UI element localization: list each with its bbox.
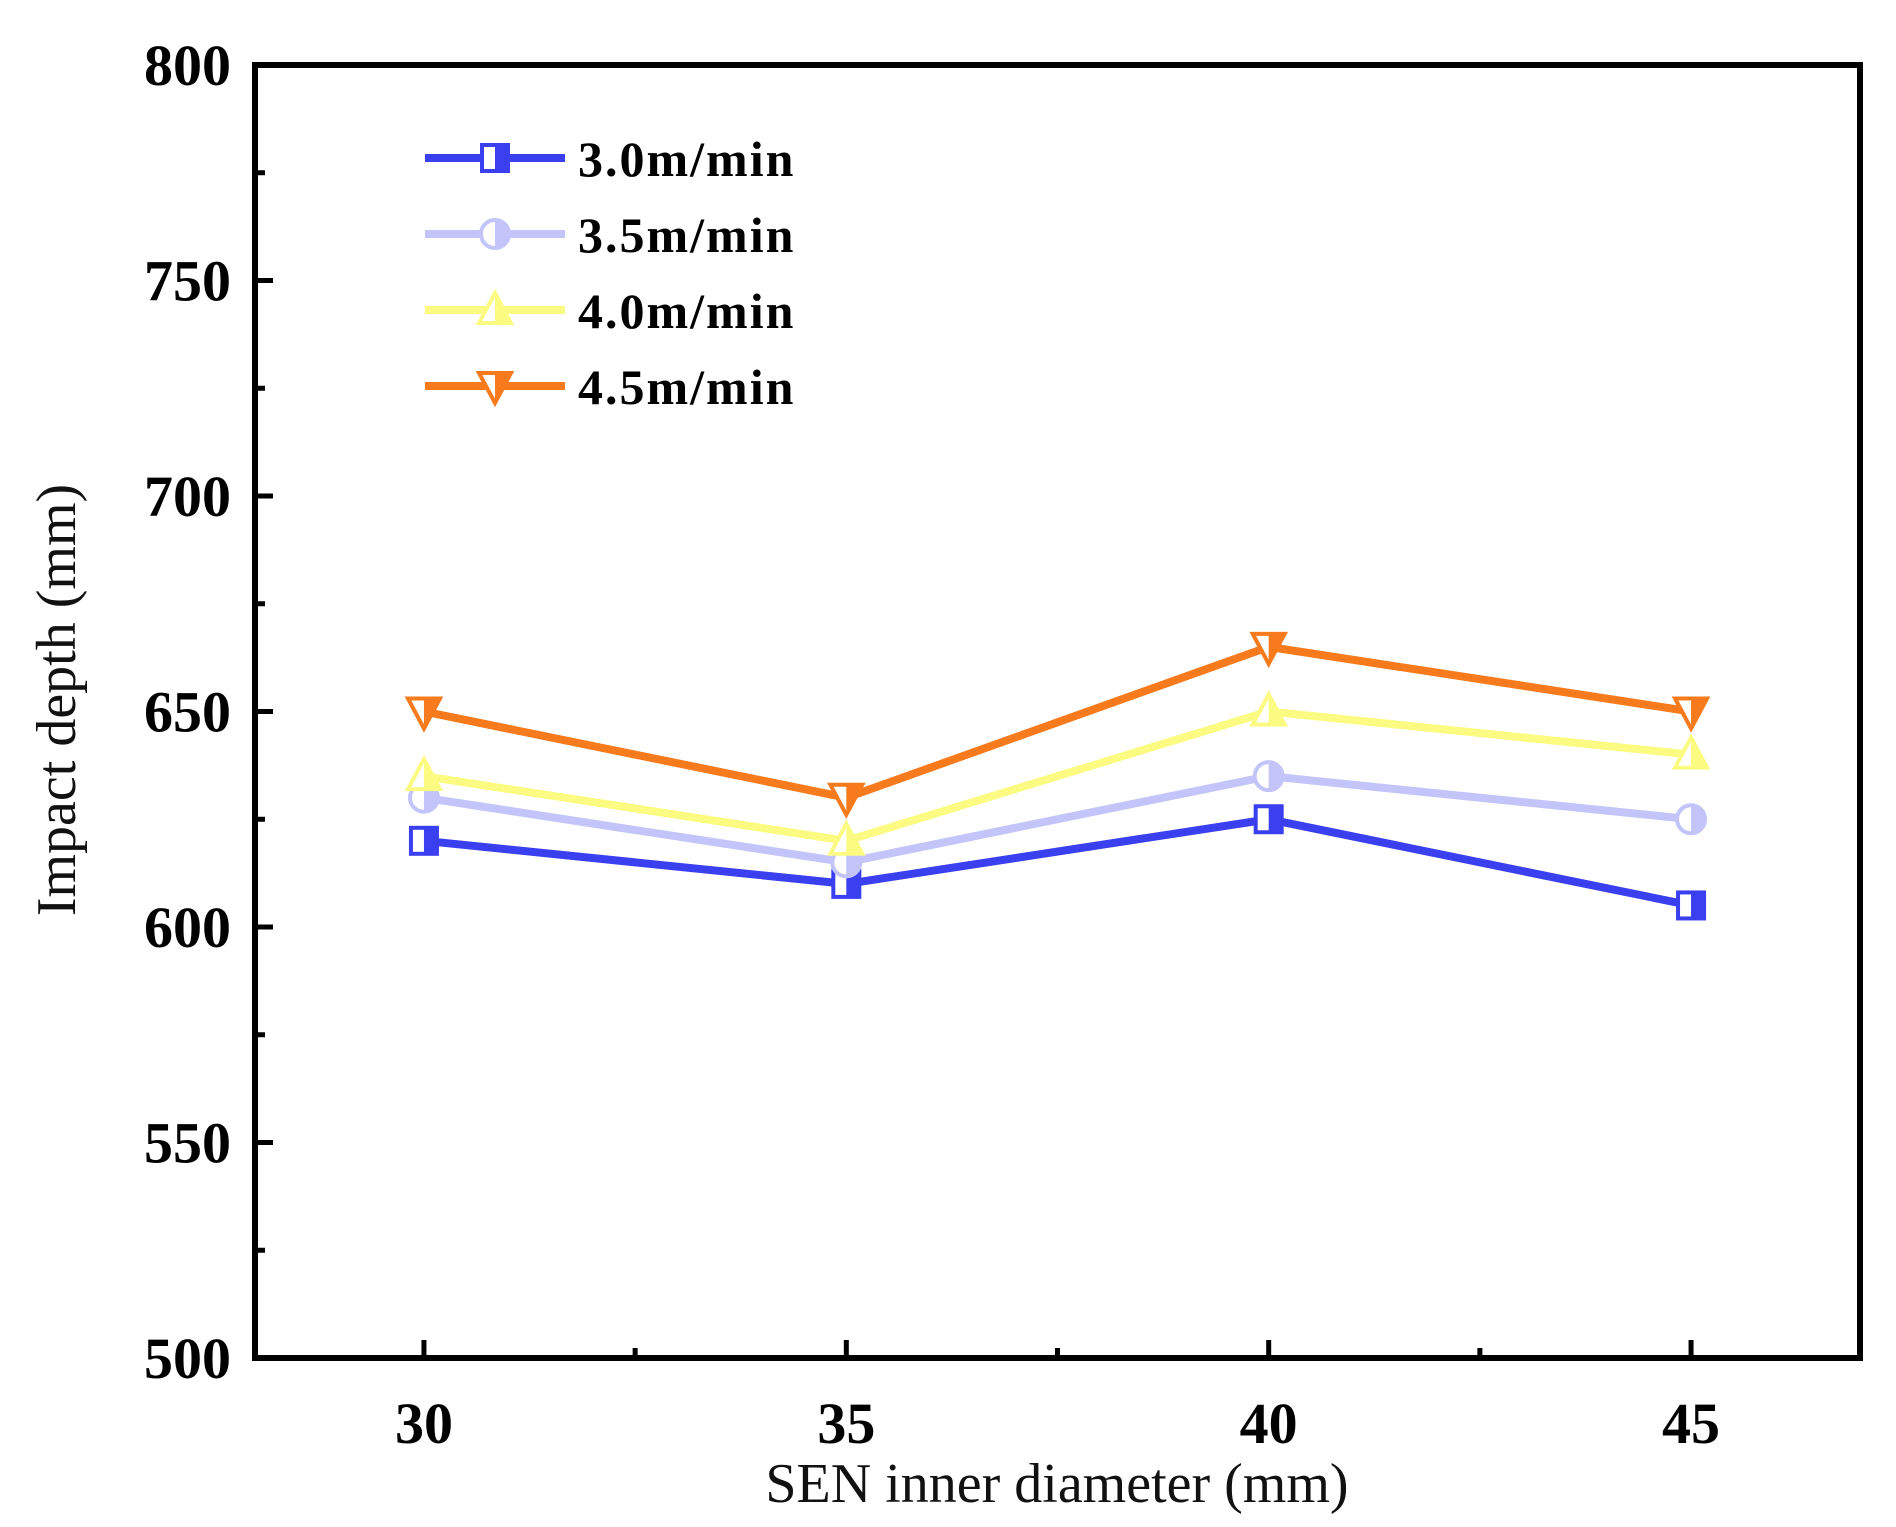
data-point-marker — [475, 371, 515, 408]
data-point-marker — [1252, 760, 1285, 793]
data-point-marker — [404, 696, 444, 733]
legend-label: 3.0m/min — [578, 131, 795, 187]
legend-item: 3.5m/min — [425, 207, 795, 263]
series-line — [423, 707, 1692, 845]
data-point-marker — [1249, 631, 1289, 669]
data-point-marker — [480, 143, 510, 173]
data-point-marker — [1253, 804, 1284, 835]
series-layer — [404, 631, 1711, 921]
series-line — [423, 772, 1692, 867]
data-point-marker — [479, 218, 511, 250]
y-tick-label: 500 — [144, 1326, 231, 1391]
data-point-marker — [1671, 733, 1711, 770]
data-point-marker — [475, 288, 515, 325]
data-point-marker — [826, 819, 866, 856]
y-tick-label: 650 — [144, 680, 231, 745]
x-axis-title: SEN inner diameter (mm) — [765, 1453, 1348, 1515]
data-point-marker — [1675, 803, 1708, 836]
legend-item: 4.0m/min — [425, 283, 795, 339]
data-point-marker — [1249, 690, 1289, 727]
legend-label: 4.0m/min — [578, 283, 795, 339]
x-tick-label: 45 — [1662, 1391, 1720, 1456]
x-axis: 30 35 40 45 — [395, 1340, 1720, 1456]
y-axis: 500 550 600 650 700 750 800 — [144, 33, 273, 1391]
plot-frame — [252, 62, 1863, 1361]
legend-label: 4.5m/min — [578, 359, 795, 415]
x-tick-label: 40 — [1240, 1391, 1298, 1456]
y-tick-label: 600 — [144, 895, 231, 960]
y-tick-label: 550 — [144, 1111, 231, 1176]
x-tick-label: 35 — [817, 1391, 875, 1456]
legend: 3.0m/min 3.5m/min 4.0m/min 4.5m/min — [425, 131, 795, 415]
data-point-marker — [404, 754, 444, 792]
legend-item: 3.0m/min — [425, 131, 795, 187]
y-tick-label: 750 — [144, 249, 231, 314]
y-tick-label: 800 — [144, 33, 231, 98]
legend-label: 3.5m/min — [578, 207, 795, 263]
data-point-marker — [826, 782, 866, 819]
series-line — [423, 642, 1692, 802]
legend-item: 4.5m/min — [425, 359, 795, 415]
x-tick-label: 30 — [395, 1391, 453, 1456]
series-4.5m/min — [404, 631, 1711, 819]
series-4.0m/min — [404, 690, 1711, 856]
data-point-marker — [1671, 696, 1711, 733]
data-point-marker — [1676, 890, 1707, 921]
y-axis-title: Impact depth (mm) — [26, 484, 88, 916]
data-point-marker — [408, 825, 439, 856]
series-line — [423, 815, 1692, 910]
y-tick-label: 700 — [144, 464, 231, 529]
